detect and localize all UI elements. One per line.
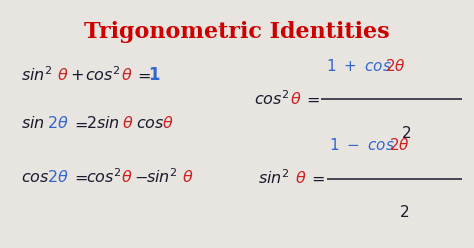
Text: $1\ -\ \mathit{cos}$: $1\ -\ \mathit{cos}$ bbox=[329, 137, 395, 153]
Text: $+$: $+$ bbox=[70, 67, 83, 84]
Text: $\mathit{\theta}$: $\mathit{\theta}$ bbox=[182, 169, 193, 186]
Text: $\mathit{\theta}$: $\mathit{\theta}$ bbox=[295, 170, 306, 187]
Text: $\mathit{cos}^2$: $\mathit{cos}^2$ bbox=[85, 66, 121, 85]
Text: $-$: $-$ bbox=[134, 169, 148, 186]
Text: $\mathit{cos}$: $\mathit{cos}$ bbox=[21, 169, 50, 186]
Text: $\mathit{\theta}$: $\mathit{\theta}$ bbox=[121, 169, 133, 186]
Text: $\mathit{2\theta}$: $\mathit{2\theta}$ bbox=[385, 58, 406, 74]
Text: Trigonometric Identities: Trigonometric Identities bbox=[84, 21, 390, 43]
Text: $\mathit{cos}^2$: $\mathit{cos}^2$ bbox=[86, 168, 121, 187]
Text: $\mathit{2\theta}$: $\mathit{2\theta}$ bbox=[47, 169, 69, 186]
Text: $\mathit{cos}^2$: $\mathit{cos}^2$ bbox=[254, 90, 289, 109]
Text: $\mathit{sin}^2$: $\mathit{sin}^2$ bbox=[146, 168, 178, 187]
Text: $=$: $=$ bbox=[71, 116, 88, 132]
Text: $2$: $2$ bbox=[401, 125, 411, 141]
Text: $\mathit{2\theta}$: $\mathit{2\theta}$ bbox=[47, 116, 69, 132]
Text: $\mathbf{1}$: $\mathbf{1}$ bbox=[148, 67, 161, 84]
Text: $\mathit{cos}$: $\mathit{cos}$ bbox=[136, 116, 164, 132]
Text: $\mathit{sin}^2$: $\mathit{sin}^2$ bbox=[21, 66, 53, 85]
Text: $2$: $2$ bbox=[399, 204, 409, 220]
Text: $=$: $=$ bbox=[308, 170, 325, 187]
Text: $=$: $=$ bbox=[134, 67, 151, 84]
Text: $=$: $=$ bbox=[303, 91, 320, 108]
Text: $\mathit{sin}$: $\mathit{sin}$ bbox=[96, 116, 120, 132]
Text: $\mathit{\theta}$: $\mathit{\theta}$ bbox=[290, 91, 301, 108]
Text: $1\ +\ \mathit{cos}$: $1\ +\ \mathit{cos}$ bbox=[326, 58, 392, 74]
Text: $\mathit{\theta}$: $\mathit{\theta}$ bbox=[57, 67, 68, 84]
Text: $\mathit{sin}$: $\mathit{sin}$ bbox=[21, 116, 45, 132]
Text: $2$: $2$ bbox=[86, 116, 96, 132]
Text: $=$: $=$ bbox=[71, 169, 88, 186]
Text: $\mathit{\theta}$: $\mathit{\theta}$ bbox=[121, 67, 132, 84]
Text: $\mathit{2\theta}$: $\mathit{2\theta}$ bbox=[389, 137, 410, 153]
Text: $\mathit{\theta}$: $\mathit{\theta}$ bbox=[122, 116, 134, 132]
Text: $\mathit{sin}^2$: $\mathit{sin}^2$ bbox=[258, 169, 290, 188]
Text: $\mathit{\theta}$: $\mathit{\theta}$ bbox=[162, 116, 173, 132]
